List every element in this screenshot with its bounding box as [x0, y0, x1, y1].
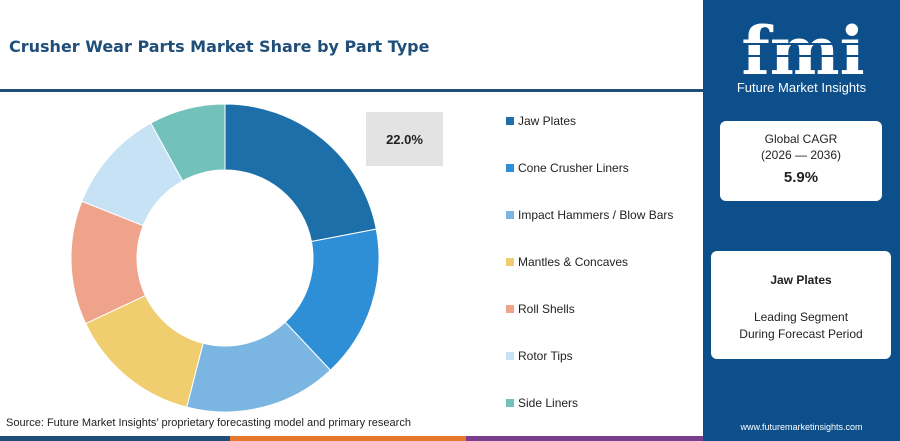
legend-item-jaw-plates: Jaw Plates [506, 108, 576, 134]
legend-swatch [506, 305, 514, 313]
strip-segment-orange [230, 436, 466, 441]
chart-title: Crusher Wear Parts Market Share by Part … [9, 37, 430, 56]
legend-swatch [506, 164, 514, 172]
legend-item-cone-crusher-liners: Cone Crusher Liners [506, 155, 629, 181]
strip-segment-purple [466, 436, 703, 441]
logo-subtitle: Future Market Insights [736, 80, 867, 95]
legend-item-mantles-concaves: Mantles & Concaves [506, 249, 628, 275]
title-divider [0, 89, 703, 92]
legend-item-roll-shells: Roll Shells [506, 296, 575, 322]
cagr-label-line1: Global CAGR [764, 132, 838, 146]
segment-desc-line2: During Forecast Period [739, 327, 863, 341]
source-note: Source: Future Market Insights’ propriet… [6, 417, 411, 429]
legend-swatch [506, 211, 514, 219]
legend-label: Roll Shells [518, 302, 575, 316]
bottom-color-strip [0, 436, 703, 441]
legend-label: Cone Crusher Liners [518, 161, 629, 175]
brand-sidebar: fmi Future Market Insights Global CAGR (… [703, 0, 900, 441]
cagr-card: Global CAGR (2026 — 2036) 5.9% [720, 121, 882, 201]
legend-item-impact-hammers-blow-bars: Impact Hammers / Blow Bars [506, 202, 673, 228]
strip-segment-blue [0, 436, 230, 441]
leading-segment-name: Jaw Plates [770, 273, 832, 287]
legend-label: Jaw Plates [518, 114, 577, 128]
leading-segment-description: Leading Segment During Forecast Period [711, 309, 891, 343]
legend-label: Impact Hammers / Blow Bars [518, 208, 674, 222]
svg-text:fmi: fmi [741, 14, 864, 84]
segment-desc-line1: Leading Segment [753, 310, 849, 324]
legend-label: Rotor Tips [518, 349, 573, 363]
legend-item-rotor-tips: Rotor Tips [506, 343, 573, 369]
cagr-value: 5.9% [783, 169, 819, 186]
website-link[interactable]: www.futuremarketinsights.com [740, 422, 863, 432]
legend-label: Side Liners [518, 396, 579, 410]
legend-swatch [506, 399, 514, 407]
legend-swatch [506, 258, 514, 266]
donut-slice-side-liners [150, 103, 226, 182]
legend-swatch [506, 352, 514, 360]
fmi-logo: fmi [731, 14, 876, 84]
chart-panel: Crusher Wear Parts Market Share by Part … [0, 37, 703, 441]
cagr-label-line2: (2026 — 2036) [760, 148, 842, 162]
legend-swatch [506, 117, 514, 125]
donut-chart [70, 103, 380, 413]
data-label-jaw-plates: 22.0% [366, 112, 443, 166]
legend-label: Mantles & Concaves [518, 255, 629, 269]
cagr-label: Global CAGR (2026 — 2036) [720, 131, 882, 163]
donut-slices [70, 103, 380, 413]
leading-segment-card: Jaw Plates Leading Segment During Foreca… [711, 251, 891, 359]
legend-item-side-liners: Side Liners [506, 390, 578, 416]
donut-slice-jaw-plates [224, 103, 377, 243]
